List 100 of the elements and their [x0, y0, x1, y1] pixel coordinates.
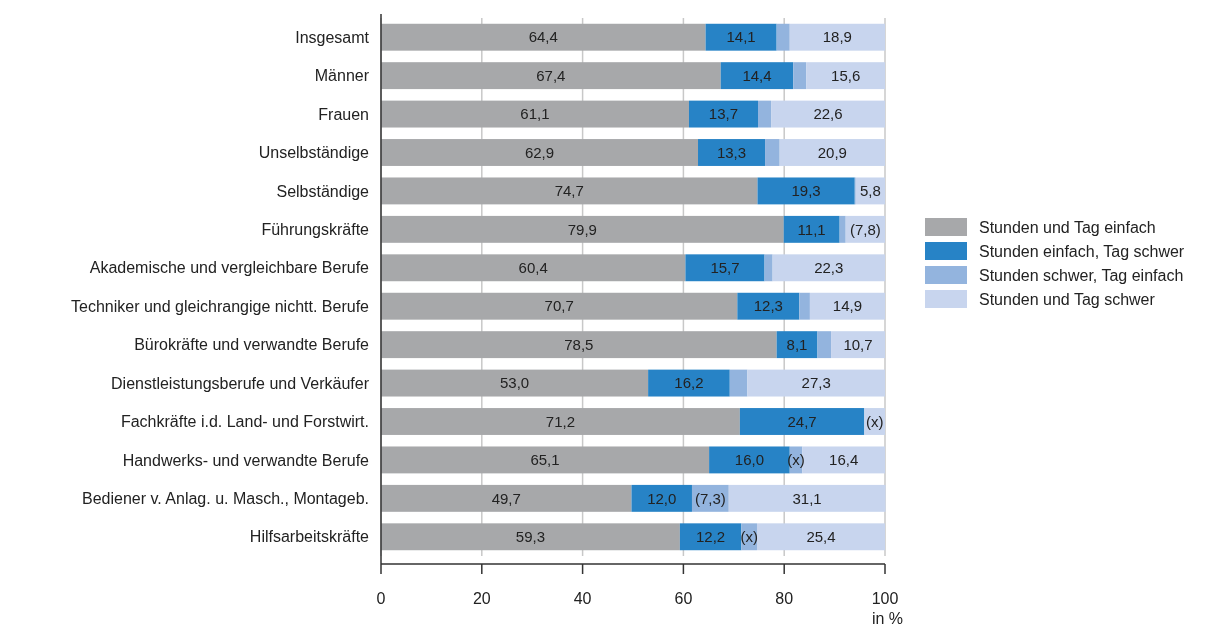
bar — [802, 446, 885, 474]
bar — [831, 331, 885, 359]
y-tick-label: Techniker und gleichrangige nichtt. Berufe — [71, 297, 370, 315]
bar — [709, 446, 790, 474]
data-label: 22,3 — [814, 259, 844, 277]
data-label: 18,9 — [822, 28, 852, 46]
bar — [757, 100, 772, 128]
y-tick-label: Selbständige — [276, 182, 370, 200]
y-tick-label: Männer — [314, 67, 370, 85]
data-label: 15,7 — [710, 259, 740, 277]
bar — [757, 177, 855, 205]
bar — [817, 331, 832, 359]
data-label: 53,0 — [499, 374, 530, 392]
data-label: (x) — [865, 412, 884, 430]
data-label: 10,7 — [843, 335, 873, 353]
bar — [772, 254, 885, 282]
bar — [381, 62, 721, 90]
data-label: 27,3 — [801, 374, 831, 392]
data-label: 16,4 — [829, 451, 859, 469]
y-tick-label: Insgesamt — [295, 28, 370, 46]
bar — [381, 331, 777, 359]
data-label: 79,9 — [567, 220, 597, 238]
bar — [793, 62, 807, 90]
data-label: 14,9 — [832, 297, 863, 315]
data-label: 64,4 — [528, 28, 558, 46]
y-tick-label: Akademische und vergleichbare Berufe — [89, 259, 370, 277]
bar — [756, 523, 885, 551]
bar — [771, 100, 885, 128]
bar — [648, 369, 730, 397]
data-label: 14,1 — [726, 28, 756, 46]
data-label: 20,9 — [817, 143, 847, 161]
bar — [381, 100, 689, 128]
bar — [729, 369, 748, 397]
bar — [779, 139, 885, 166]
legend-label: Stunden schwer, Tag einfach — [979, 266, 1184, 284]
y-tick-label: Führungskräfte — [261, 220, 370, 238]
y-tick-label: Bürokräfte und verwandte Berufe — [134, 336, 370, 354]
data-label: 13,3 — [716, 143, 747, 161]
bar — [809, 292, 885, 320]
data-label: 12,2 — [696, 528, 726, 546]
data-label: (7,3) — [694, 489, 726, 507]
bar — [381, 23, 706, 51]
x-axis-title: in % — [871, 610, 903, 626]
data-label: 15,6 — [831, 66, 861, 84]
y-tick-label: Fachkräfte i.d. Land- und Forstwirt. — [120, 413, 369, 431]
data-label: 11,1 — [797, 220, 826, 238]
bar — [381, 139, 699, 166]
y-tick-label: Dienstleistungsberufe und Verkäufer — [111, 374, 370, 392]
bar — [799, 292, 810, 320]
bar — [839, 215, 846, 243]
bar — [705, 23, 777, 51]
y-tick-label: Handwerks- und verwandte Berufe — [122, 451, 370, 469]
data-label: 24,7 — [787, 412, 817, 430]
data-label: 19,3 — [791, 182, 821, 200]
data-label: 65,1 — [530, 451, 560, 469]
bar — [765, 139, 780, 166]
y-tick-label: Bediener v. Anlag. u. Masch., Montageb. — [82, 489, 369, 507]
x-tick-label: 100 — [871, 590, 899, 607]
data-label: 25,4 — [806, 528, 836, 546]
data-label: 71,2 — [545, 412, 576, 430]
x-tick-label: 20 — [472, 590, 491, 607]
bar — [776, 23, 790, 51]
x-tick-label: 40 — [573, 590, 592, 607]
data-label: 49,7 — [491, 489, 521, 507]
data-label: (x) — [740, 528, 758, 546]
data-label: 22,6 — [813, 105, 843, 123]
bar — [806, 62, 885, 90]
bar — [698, 139, 766, 166]
y-tick-label: Hilfsarbeitskräfte — [249, 528, 370, 546]
data-label: 61,1 — [520, 105, 550, 123]
data-label: 74,7 — [554, 182, 584, 200]
bar — [381, 177, 758, 205]
y-tick-label: Frauen — [318, 105, 369, 123]
x-tick-label: 0 — [376, 590, 386, 607]
data-label: 78,5 — [564, 335, 594, 353]
x-tick-label: 60 — [674, 590, 693, 607]
data-label: 16,0 — [734, 451, 765, 469]
bar — [381, 215, 784, 243]
data-label: 12,0 — [647, 489, 677, 507]
bar — [685, 254, 765, 282]
data-label: (7,8) — [849, 220, 881, 238]
data-label: 14,4 — [742, 66, 772, 84]
bar — [381, 446, 710, 474]
bar — [381, 523, 680, 551]
data-label: 31,1 — [792, 489, 822, 507]
bar — [789, 23, 885, 51]
data-label: 67,4 — [536, 66, 566, 84]
bar — [739, 408, 865, 435]
bar — [381, 484, 632, 512]
legend-label: Stunden und Tag schwer — [979, 290, 1156, 308]
bar — [381, 369, 649, 397]
bar — [728, 484, 886, 512]
bar — [381, 292, 738, 320]
bar — [737, 292, 800, 320]
bar — [783, 215, 840, 243]
data-label: 70,7 — [544, 297, 574, 315]
data-label: 13,7 — [708, 105, 739, 123]
data-label: 5,8 — [859, 182, 881, 200]
bar — [720, 62, 794, 90]
data-label: 60,4 — [518, 259, 548, 277]
